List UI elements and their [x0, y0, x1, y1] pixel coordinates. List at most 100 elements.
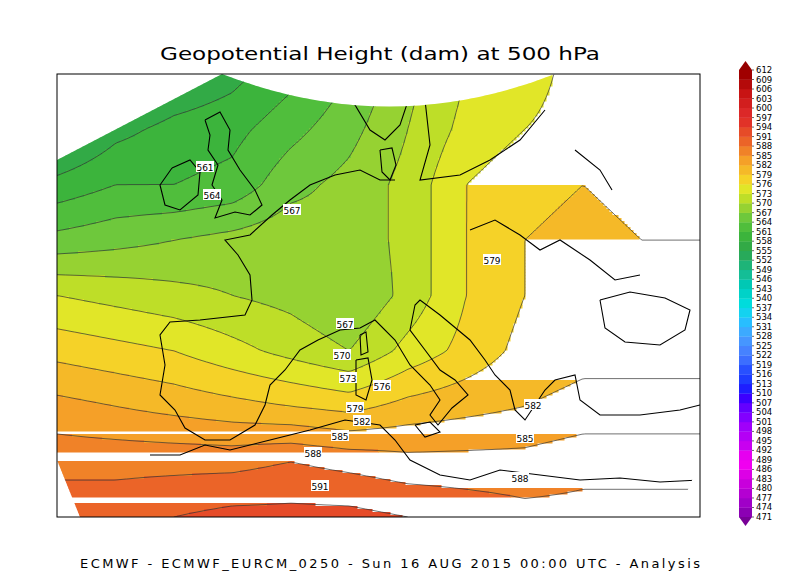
field-cell — [387, 239, 433, 243]
field-cell — [57, 347, 163, 351]
field-cell — [291, 146, 355, 150]
field-cell — [144, 476, 376, 480]
contour-label: 585 — [331, 432, 348, 442]
field-cell — [393, 173, 436, 177]
field-cell — [387, 200, 433, 204]
colorbar-tick-label: 606 — [756, 84, 772, 94]
field-cell — [129, 374, 259, 378]
field-cell — [57, 143, 64, 147]
field-cell — [288, 149, 355, 153]
field-cell — [126, 101, 211, 105]
field-cell — [330, 104, 376, 108]
field-cell — [447, 350, 505, 354]
field-cell — [357, 140, 406, 144]
colorbar-box — [739, 346, 752, 356]
colorbar-tick-label: 492 — [756, 445, 772, 455]
colorbar-tick-label: 516 — [756, 369, 772, 379]
field-cell — [57, 236, 193, 240]
colorbar-tick — [752, 488, 754, 489]
field-cell — [129, 341, 247, 345]
field-cell — [414, 107, 457, 111]
field-cell — [432, 251, 466, 255]
field-cell — [351, 152, 403, 156]
field-cell — [57, 449, 379, 453]
colorbar-tick — [752, 326, 754, 327]
field-cell — [354, 149, 403, 153]
field-cell — [99, 83, 160, 87]
field-cell — [279, 158, 349, 162]
contour-label: 570 — [333, 351, 350, 361]
field-cell — [57, 131, 82, 135]
field-cell — [426, 302, 466, 306]
field-cell — [432, 263, 466, 267]
field-cell — [234, 155, 283, 159]
colorbar-box — [739, 70, 752, 80]
field-cell — [258, 122, 316, 126]
field-cell — [423, 74, 466, 78]
field-cell — [396, 347, 448, 351]
field-cell — [402, 143, 445, 147]
field-cell — [57, 308, 133, 312]
field-cell — [183, 179, 265, 183]
field-cell — [270, 110, 325, 114]
field-cell — [390, 263, 433, 267]
field-cell — [417, 95, 460, 99]
field-cell — [57, 239, 172, 243]
field-cell — [540, 224, 628, 228]
field-cell — [330, 176, 394, 180]
contour-label: 591 — [311, 482, 328, 492]
field-cell — [315, 188, 388, 192]
field-cell — [210, 233, 388, 237]
colorbar-box — [739, 374, 752, 384]
colorbar-tick — [752, 193, 754, 194]
field-cell — [420, 86, 463, 90]
field-cell — [333, 101, 376, 105]
field-cell — [441, 353, 502, 357]
field-cell — [144, 128, 253, 132]
field-cell — [432, 287, 466, 291]
field-cell — [294, 314, 379, 318]
field-cell — [255, 125, 313, 129]
field-cell — [465, 248, 526, 252]
field-cell — [441, 152, 499, 156]
field-cell — [159, 380, 286, 384]
field-cell — [177, 350, 265, 354]
field-cell — [57, 299, 85, 303]
colorbar-box — [739, 336, 752, 346]
contour-line — [57, 74, 116, 116]
colorbar-tick-label: 573 — [756, 189, 772, 199]
field-cell — [420, 80, 466, 84]
field-cell — [420, 83, 463, 87]
field-cell — [213, 287, 394, 291]
field-cell — [396, 167, 436, 171]
field-cell — [57, 485, 442, 489]
field-cell — [57, 92, 85, 96]
colorbar-tick — [752, 203, 754, 204]
colorbar-tick — [752, 507, 754, 508]
field-cell — [228, 158, 280, 162]
field-cell — [204, 104, 277, 108]
field-cell — [171, 116, 265, 120]
field-cell — [432, 275, 466, 279]
field-cell — [564, 200, 601, 204]
title: Geopotential Height (dam) at 500 hPa — [160, 43, 600, 64]
field-cell — [465, 188, 580, 192]
colorbar-tick-label: 549 — [756, 265, 772, 275]
contour-label-box — [283, 204, 301, 215]
field-cell — [432, 215, 466, 219]
field-cell — [387, 221, 433, 225]
field-cell — [114, 305, 271, 309]
colorbar-tick — [752, 298, 754, 299]
field-cell — [57, 122, 94, 126]
field-cell — [384, 77, 421, 81]
colorbar-box — [739, 431, 752, 441]
field-cell — [363, 131, 409, 135]
field-cell — [93, 158, 229, 162]
field-cell — [411, 395, 547, 399]
field-cell — [303, 74, 349, 78]
field-cell — [72, 434, 577, 438]
field-cell — [432, 218, 466, 222]
field-cell — [336, 95, 379, 99]
field-cell — [351, 155, 400, 159]
colorbar-tick-label: 600 — [756, 103, 772, 113]
